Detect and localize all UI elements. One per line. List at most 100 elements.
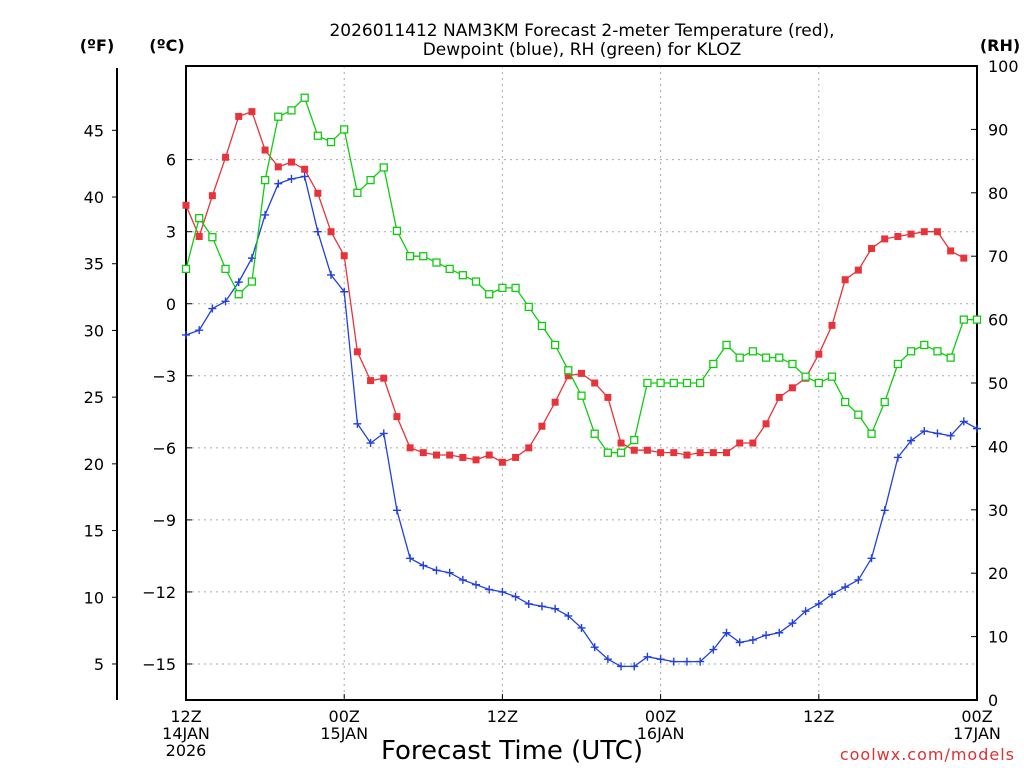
dewpoint-blue-point	[340, 287, 349, 296]
fahrenheit-tick-label: 40	[84, 188, 104, 207]
2-meter-temperature-red-point	[485, 451, 493, 459]
rh-green-point	[379, 163, 388, 172]
celsius-tick-label: −6	[152, 439, 176, 458]
rh-green-point	[511, 283, 520, 293]
dewpoint-blue-point	[524, 599, 533, 608]
rh-green-point	[340, 125, 349, 134]
x-tick-label: 00Z	[329, 707, 360, 726]
2-meter-temperature-red-point	[868, 245, 876, 253]
2-meter-temperature-red-point	[564, 372, 572, 380]
dewpoint-blue-point	[630, 662, 639, 671]
dewpoint-blue-point	[735, 638, 744, 647]
dewpoint-blue-point	[603, 655, 612, 664]
rh-green-point	[405, 252, 415, 261]
rh-green-point	[445, 264, 454, 274]
2-meter-temperature-red-point	[788, 384, 796, 392]
fahrenheit-tick-label: 30	[84, 321, 104, 340]
dewpoint-blue-line	[185, 175, 978, 668]
rh-green-point	[353, 188, 362, 197]
dewpoint-blue-point	[696, 657, 705, 666]
2-meter-temperature-red-point	[340, 252, 348, 260]
dewpoint-blue-point	[656, 655, 665, 664]
2-meter-temperature-red-point	[643, 446, 651, 454]
dewpoint-blue-point	[327, 270, 336, 279]
rh-green-point	[471, 277, 481, 286]
dewpoint-blue-point	[959, 417, 968, 426]
dewpoint-blue-point	[221, 297, 230, 306]
2-meter-temperature-red-point	[604, 393, 612, 401]
dewpoint-blue-point	[406, 554, 415, 563]
rh-green-point	[933, 347, 942, 356]
dewpoint-blue-point	[182, 330, 190, 339]
rh-green-point	[234, 290, 243, 299]
rh-green-point	[709, 359, 718, 369]
rh-green-point	[313, 131, 322, 140]
2-meter-temperature-red-point	[182, 201, 190, 209]
rh-green-point	[300, 93, 309, 102]
2-meter-temperature-red-point	[894, 233, 902, 241]
2-meter-temperature-red-point	[498, 458, 506, 466]
rh-tick-label: 0	[988, 691, 998, 710]
2-meter-temperature-red-point	[578, 369, 585, 377]
fahrenheit-tick-label: 35	[84, 255, 104, 274]
rh-green-point	[392, 226, 402, 235]
dewpoint-blue-point	[880, 506, 889, 515]
dewpoint-blue-point	[920, 427, 929, 436]
dewpoint-blue-point	[392, 506, 401, 515]
2-meter-temperature-red-point	[208, 192, 216, 200]
dewpoint-blue-point	[537, 602, 546, 611]
dewpoint-blue-point	[551, 604, 560, 613]
2-meter-temperature-red-point	[301, 165, 309, 173]
2-meter-temperature-red-point	[380, 374, 388, 382]
rh-green-point	[247, 277, 257, 286]
dewpoint-blue-point	[472, 580, 481, 589]
dewpoint-blue-point	[498, 587, 507, 596]
2-meter-temperature-red-point	[419, 449, 427, 457]
celsius-tick-label: −9	[152, 511, 176, 530]
chart-title-line2: Dewpoint (blue), RH (green) for KLOZ	[423, 40, 742, 60]
x-tick-label: 12Z	[803, 707, 834, 726]
celsius-tick-label: −12	[142, 583, 176, 602]
2-meter-temperature-red-point	[854, 266, 862, 274]
x-tick-label: 14JAN	[162, 724, 210, 743]
grid-lines	[186, 66, 977, 700]
rh-green-point	[550, 340, 560, 350]
rh-green-point	[590, 429, 599, 438]
dewpoint-blue-point	[234, 278, 243, 287]
chart-title-line1: 2026011412 NAM3KM Forecast 2-meter Tempe…	[329, 21, 834, 41]
rh-green-point	[195, 214, 204, 223]
dewpoint-blue-point	[854, 575, 863, 584]
plot-frame	[185, 65, 978, 701]
dewpoint-blue-point	[590, 643, 599, 652]
2-meter-temperature-red-point	[775, 393, 783, 401]
rh-green-point	[880, 397, 889, 407]
rh-green-point	[893, 359, 903, 369]
dewpoint-blue-point	[511, 592, 520, 601]
celsius-tick-label: −15	[142, 655, 176, 674]
2-meter-temperature-red-point	[709, 449, 717, 457]
2-meter-temperature-red-point	[432, 451, 440, 459]
dewpoint-blue-point	[722, 628, 731, 637]
2-meter-temperature-red-point	[459, 453, 467, 461]
2-meter-temperature-red-line	[185, 110, 965, 464]
dewpoint-blue-point	[313, 227, 322, 236]
rh-green-point	[867, 429, 876, 438]
rh-green-point	[854, 410, 863, 419]
rh-green-point	[458, 271, 468, 280]
rh-green-point	[748, 347, 758, 356]
dewpoint-blue-point	[419, 561, 428, 570]
data-series	[181, 93, 982, 671]
2-meter-temperature-red-point	[630, 446, 638, 454]
dewpoint-blue-point	[643, 652, 652, 661]
fahrenheit-unit-label: (ºF)	[80, 36, 115, 55]
rh-green-point	[946, 353, 955, 362]
2-meter-temperature-red-point	[538, 422, 546, 430]
2-meter-temperature-red-point	[195, 233, 203, 241]
rh-green-point	[775, 353, 784, 362]
fahrenheit-tick-label: 20	[84, 455, 104, 474]
2-meter-temperature-red-point	[353, 348, 361, 356]
2-meter-temperature-red-point	[406, 444, 414, 452]
dewpoint-blue-point	[274, 179, 283, 188]
dewpoint-blue-point	[973, 424, 981, 433]
rh-green-point	[906, 347, 916, 356]
